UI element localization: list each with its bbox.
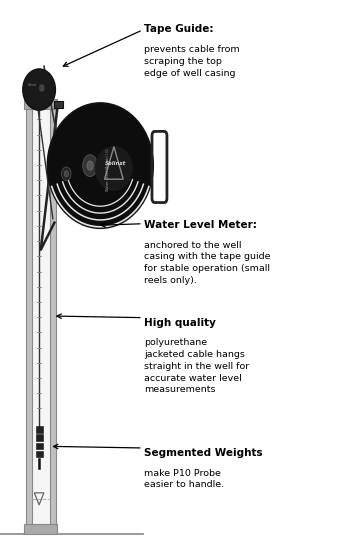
Bar [32, 109, 50, 524]
Ellipse shape [48, 103, 153, 228]
Ellipse shape [95, 146, 133, 191]
Ellipse shape [23, 69, 55, 110]
Bar [54, 101, 63, 108]
Ellipse shape [87, 161, 93, 171]
Text: Water Level Meter:: Water Level Meter: [144, 220, 257, 230]
Bar [24, 524, 57, 534]
Bar [36, 434, 42, 441]
Text: polyurethane
jacketed cable hangs
straight in the well for
accurate water level
: polyurethane jacketed cable hangs straig… [144, 338, 250, 394]
Text: anchored to the well
casing with the tape guide
for stable operation (small
reel: anchored to the well casing with the tap… [144, 241, 271, 285]
Text: make P10 Probe
easier to handle.: make P10 Probe easier to handle. [144, 469, 225, 489]
Text: High quality: High quality [144, 318, 216, 327]
Text: Model 102: Model 102 [106, 149, 110, 164]
Ellipse shape [39, 84, 45, 92]
Ellipse shape [83, 155, 98, 176]
Ellipse shape [62, 167, 71, 181]
Bar [24, 99, 57, 109]
Text: Segmented Weights: Segmented Weights [144, 448, 263, 458]
Text: Solinst: Solinst [29, 83, 37, 87]
Text: Tape Guide:: Tape Guide: [144, 24, 214, 34]
Bar [36, 443, 42, 449]
Text: Solinst: Solinst [105, 161, 126, 167]
Bar [50, 109, 56, 524]
Bar [36, 426, 42, 433]
Bar [36, 451, 42, 457]
Bar [26, 109, 32, 524]
Ellipse shape [64, 171, 68, 177]
Text: prevents cable from
scraping the top
edge of well casing: prevents cable from scraping the top edg… [144, 45, 240, 78]
Text: Water Level Meter: Water Level Meter [106, 159, 110, 191]
